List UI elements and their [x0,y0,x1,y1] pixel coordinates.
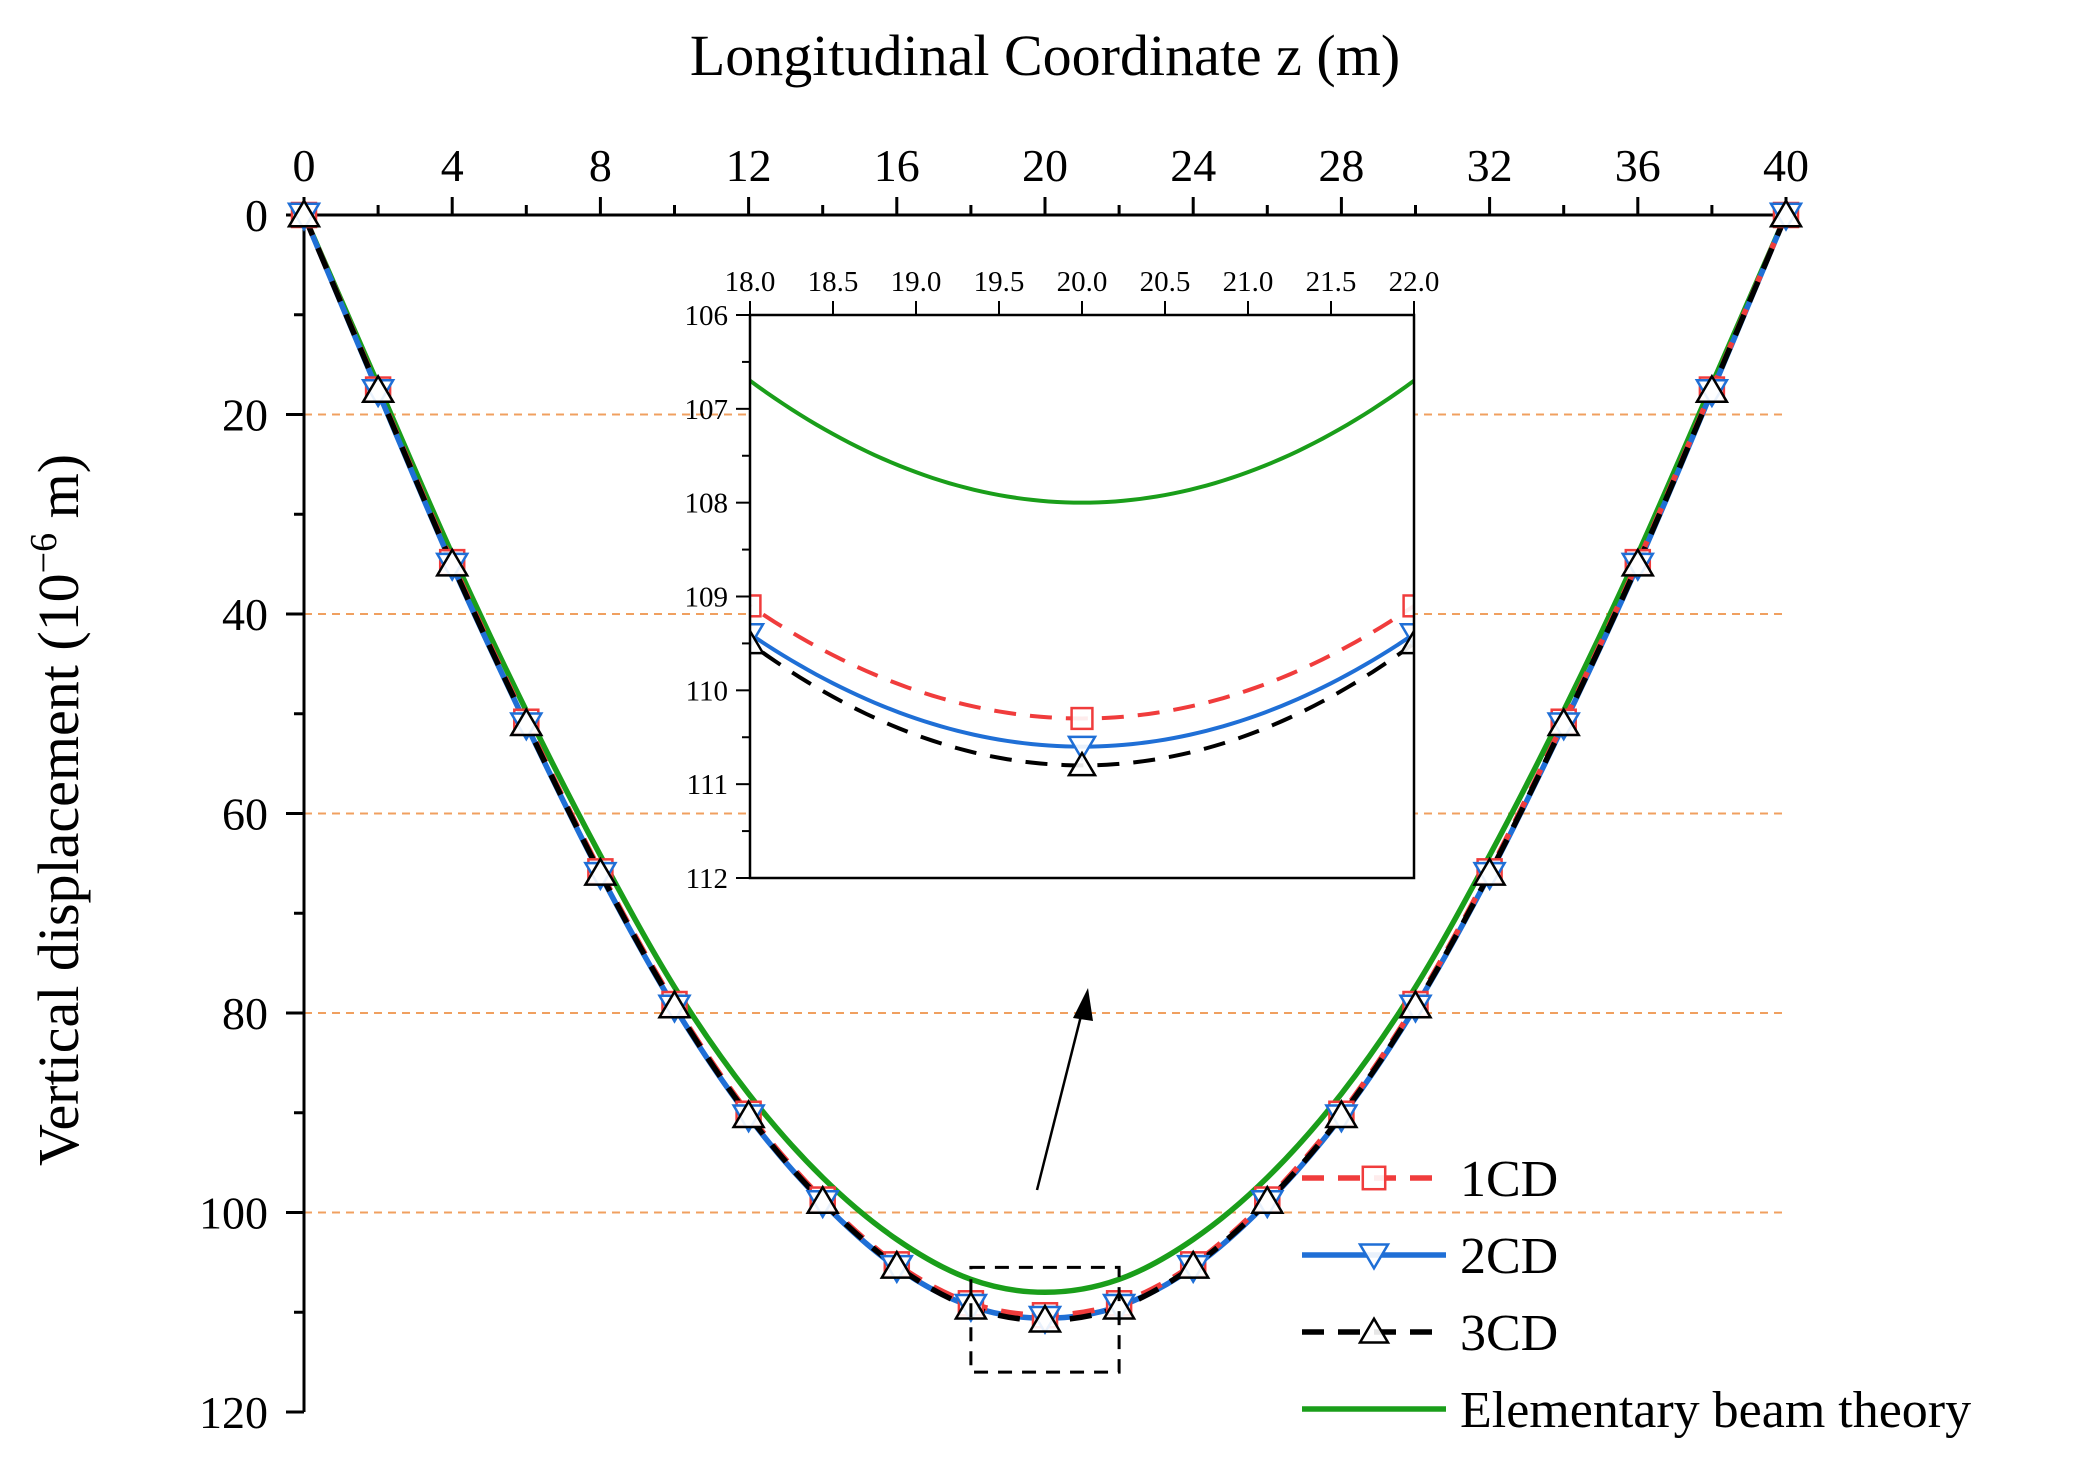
inset-line-elementary-beam-theory [750,378,1414,505]
x-tick-label: 4 [441,140,464,191]
marker-triangle-up [1398,989,1433,1019]
legend-label-2cd: 2CD [1460,1228,1558,1285]
x-tick-label: 12 [726,140,772,191]
marker-triangle-up [1324,1099,1359,1129]
x-axis-title: Longitudinal Coordinate z (m) [690,23,1400,88]
inset-background [750,315,1414,878]
legend-label-3cd: 3CD [1460,1305,1558,1362]
inset-x-tick-label: 18.0 [725,266,776,298]
marker-triangle-up [435,547,470,577]
y-tick-label: 100 [199,1188,268,1239]
marker-triangle-up [1357,1316,1391,1344]
marker-triangle-down [1066,735,1098,762]
zoom-arrow [1035,999,1087,1191]
y-axis-title-unit: m) [26,454,91,533]
inset-y-tick-label: 107 [685,394,729,426]
inset-y-tick-label: 109 [685,582,729,614]
marker-triangle-up [879,1249,914,1279]
marker-square [1361,1165,1387,1191]
x-tick-label: 8 [589,140,612,191]
y-tick-label: 120 [199,1387,268,1438]
x-tick-label: 0 [293,140,316,191]
y-axis-title: Vertical displacement (10−6 m) [23,454,91,1166]
inset-y-tick-label: 111 [687,769,728,801]
x-ticks: 0 4 8 12 16 20 24 28 32 36 40 [293,140,1809,215]
zoom-box [969,1265,1121,1374]
marker-triangle-up [1398,628,1414,655]
legend-label-1cd: 1CD [1460,1151,1558,1208]
marker-triangle-up [1694,373,1730,404]
series-line-elementary-beam-theory [301,213,1789,1296]
marker-triangle-up [750,628,766,655]
legend-label-elementary-beam-theory: Elementary beam theory [1460,1382,1971,1439]
marker-triangle-up [731,1099,766,1129]
x-tick-label: 40 [1763,140,1809,191]
marker-triangle-up [1066,750,1098,777]
grid-lines [304,413,1786,1214]
marker-triangle-up [1250,1184,1285,1215]
inset-y-tick-label: 110 [686,675,728,707]
inset-x-tick-label: 20.0 [1057,266,1108,298]
y-axis-title-exponent: −6 [23,533,65,573]
x-tick-label: 32 [1467,140,1513,191]
marker-square [1070,706,1094,731]
marker-triangle-up [805,1184,840,1215]
marker-triangle-up [1176,1249,1211,1279]
zoom-arrow-head [1073,988,1093,1021]
y-tick-label: 60 [222,789,268,840]
inset-y-tick-label: 112 [686,863,728,895]
marker-triangle-up [360,373,396,404]
x-tick-label: 28 [1318,140,1364,191]
inset-x-tick-label: 21.0 [1223,266,1274,298]
x-tick-label: 24 [1170,140,1216,191]
y-ticks: 0 20 40 60 80 100 120 [199,190,304,1438]
inset-x-tick-label: 19.5 [974,266,1025,298]
inset-y-ticks: 106 107 108 109 110 111 112 [685,300,750,895]
marker-triangle-up [1620,547,1655,577]
marker-triangle-up [286,198,322,228]
inset-y-tick-label: 108 [685,488,729,520]
y-tick-label: 40 [222,589,268,640]
inset-x-tick-label: 20.5 [1140,266,1191,298]
marker-triangle-up [1546,707,1581,737]
main-series [286,198,1804,1335]
inset-x-tick-label: 21.5 [1306,266,1357,298]
inset-y-tick-label: 106 [685,300,729,332]
marker-triangle-up [1472,856,1507,886]
inset-x-tick-label: 22.0 [1389,266,1440,298]
y-tick-label: 20 [222,390,268,441]
x-tick-label: 36 [1615,140,1661,191]
y-axis-title-main: Vertical displacement (10 [26,573,91,1166]
x-tick-label: 20 [1022,140,1068,191]
marker-triangle-up [657,989,692,1019]
inset-x-tick-label: 19.0 [891,266,942,298]
marker-triangle-up [1027,1303,1063,1333]
marker-triangle-up [509,707,544,737]
marker-triangle-up [1768,198,1804,228]
legend: 1CD 2CD 3CD Elementary beam theory [1302,1151,1971,1439]
y-tick-label: 0 [245,190,268,241]
marker-triangle-up [583,856,618,886]
marker-square [750,594,762,618]
inset-plot: 18.0 18.5 19.0 19.5 20.0 20.5 21.0 21.5 22.0 106… [685,266,1440,895]
y-tick-label: 80 [222,988,268,1039]
inset-x-ticks: 18.0 18.5 19.0 19.5 20.0 20.5 21.0 21.5 22.0 [725,266,1440,315]
x-tick-label: 16 [874,140,920,191]
marker-triangle-down [1357,1243,1391,1271]
inset-x-tick-label: 18.5 [808,266,859,298]
inset-series [750,378,1414,777]
